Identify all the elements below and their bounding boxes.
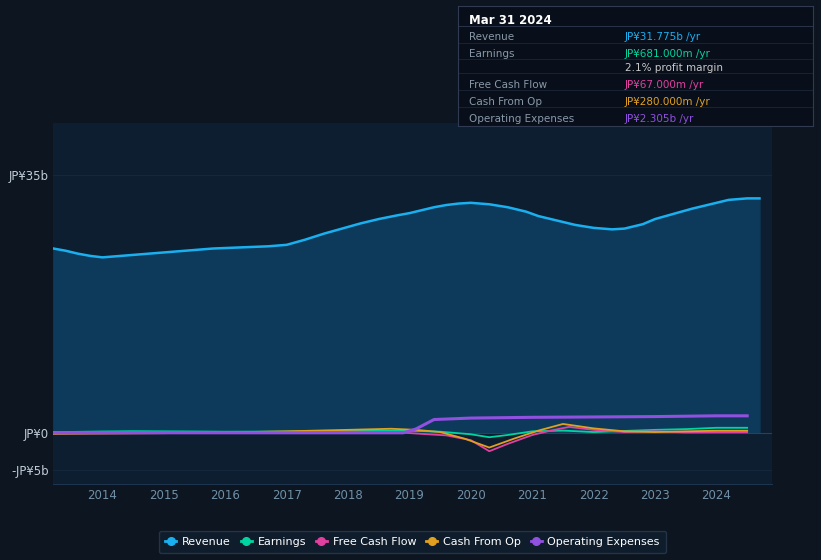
- Text: Earnings: Earnings: [469, 49, 514, 59]
- Text: JP¥2.305b /yr: JP¥2.305b /yr: [625, 114, 695, 124]
- Text: Mar 31 2024: Mar 31 2024: [469, 14, 552, 27]
- Text: JP¥280.000m /yr: JP¥280.000m /yr: [625, 97, 710, 107]
- Text: JP¥31.775b /yr: JP¥31.775b /yr: [625, 32, 701, 42]
- Text: Operating Expenses: Operating Expenses: [469, 114, 574, 124]
- Text: Cash From Op: Cash From Op: [469, 97, 542, 107]
- Text: Revenue: Revenue: [469, 32, 514, 42]
- Text: JP¥681.000m /yr: JP¥681.000m /yr: [625, 49, 711, 59]
- Text: JP¥67.000m /yr: JP¥67.000m /yr: [625, 80, 704, 90]
- Text: 2.1% profit margin: 2.1% profit margin: [625, 63, 722, 73]
- Text: Free Cash Flow: Free Cash Flow: [469, 80, 547, 90]
- Legend: Revenue, Earnings, Free Cash Flow, Cash From Op, Operating Expenses: Revenue, Earnings, Free Cash Flow, Cash …: [159, 531, 666, 553]
